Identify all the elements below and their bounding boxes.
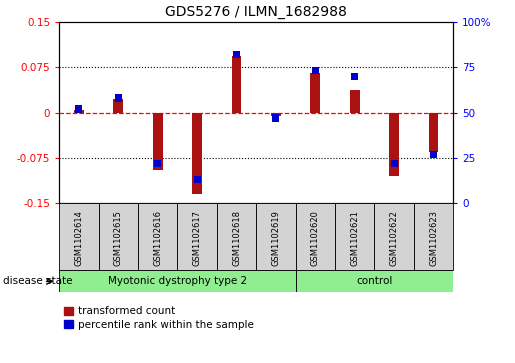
Bar — [177, 203, 217, 270]
Bar — [194, 176, 201, 183]
Bar — [74, 110, 84, 113]
Bar — [233, 51, 240, 58]
Bar — [271, 113, 281, 115]
Bar — [256, 203, 296, 270]
Bar — [335, 203, 374, 270]
Text: Myotonic dystrophy type 2: Myotonic dystrophy type 2 — [108, 276, 247, 286]
Text: GSM1102615: GSM1102615 — [114, 210, 123, 266]
Text: control: control — [356, 276, 392, 286]
Bar — [138, 203, 177, 270]
Text: GSM1102618: GSM1102618 — [232, 210, 241, 266]
Bar — [428, 113, 438, 152]
Text: GSM1102614: GSM1102614 — [75, 210, 83, 266]
Bar — [192, 113, 202, 194]
Text: GSM1102617: GSM1102617 — [193, 210, 201, 266]
Bar — [113, 99, 123, 113]
Bar — [153, 113, 163, 170]
Bar — [350, 90, 359, 113]
Bar — [311, 73, 320, 113]
Title: GDS5276 / ILMN_1682988: GDS5276 / ILMN_1682988 — [165, 5, 347, 19]
Bar — [374, 203, 414, 270]
Bar — [312, 67, 319, 74]
Text: GSM1102619: GSM1102619 — [271, 210, 280, 266]
Bar — [390, 160, 398, 167]
Text: GSM1102616: GSM1102616 — [153, 210, 162, 266]
Bar — [115, 94, 122, 102]
Text: GSM1102620: GSM1102620 — [311, 210, 320, 266]
Text: disease state: disease state — [3, 276, 72, 286]
Bar — [272, 114, 280, 122]
Legend: transformed count, percentile rank within the sample: transformed count, percentile rank withi… — [64, 306, 254, 330]
Bar — [430, 151, 437, 158]
Bar — [154, 160, 161, 167]
Bar — [351, 73, 358, 80]
Text: GSM1102621: GSM1102621 — [350, 210, 359, 266]
Bar — [414, 203, 453, 270]
Bar — [296, 270, 453, 292]
Bar — [59, 203, 99, 270]
Bar — [75, 105, 82, 113]
Bar — [217, 203, 256, 270]
Bar — [59, 270, 296, 292]
Bar — [389, 113, 399, 176]
Bar — [296, 203, 335, 270]
Bar — [99, 203, 138, 270]
Bar — [232, 56, 242, 113]
Text: GSM1102622: GSM1102622 — [390, 210, 399, 266]
Text: GSM1102623: GSM1102623 — [429, 210, 438, 266]
